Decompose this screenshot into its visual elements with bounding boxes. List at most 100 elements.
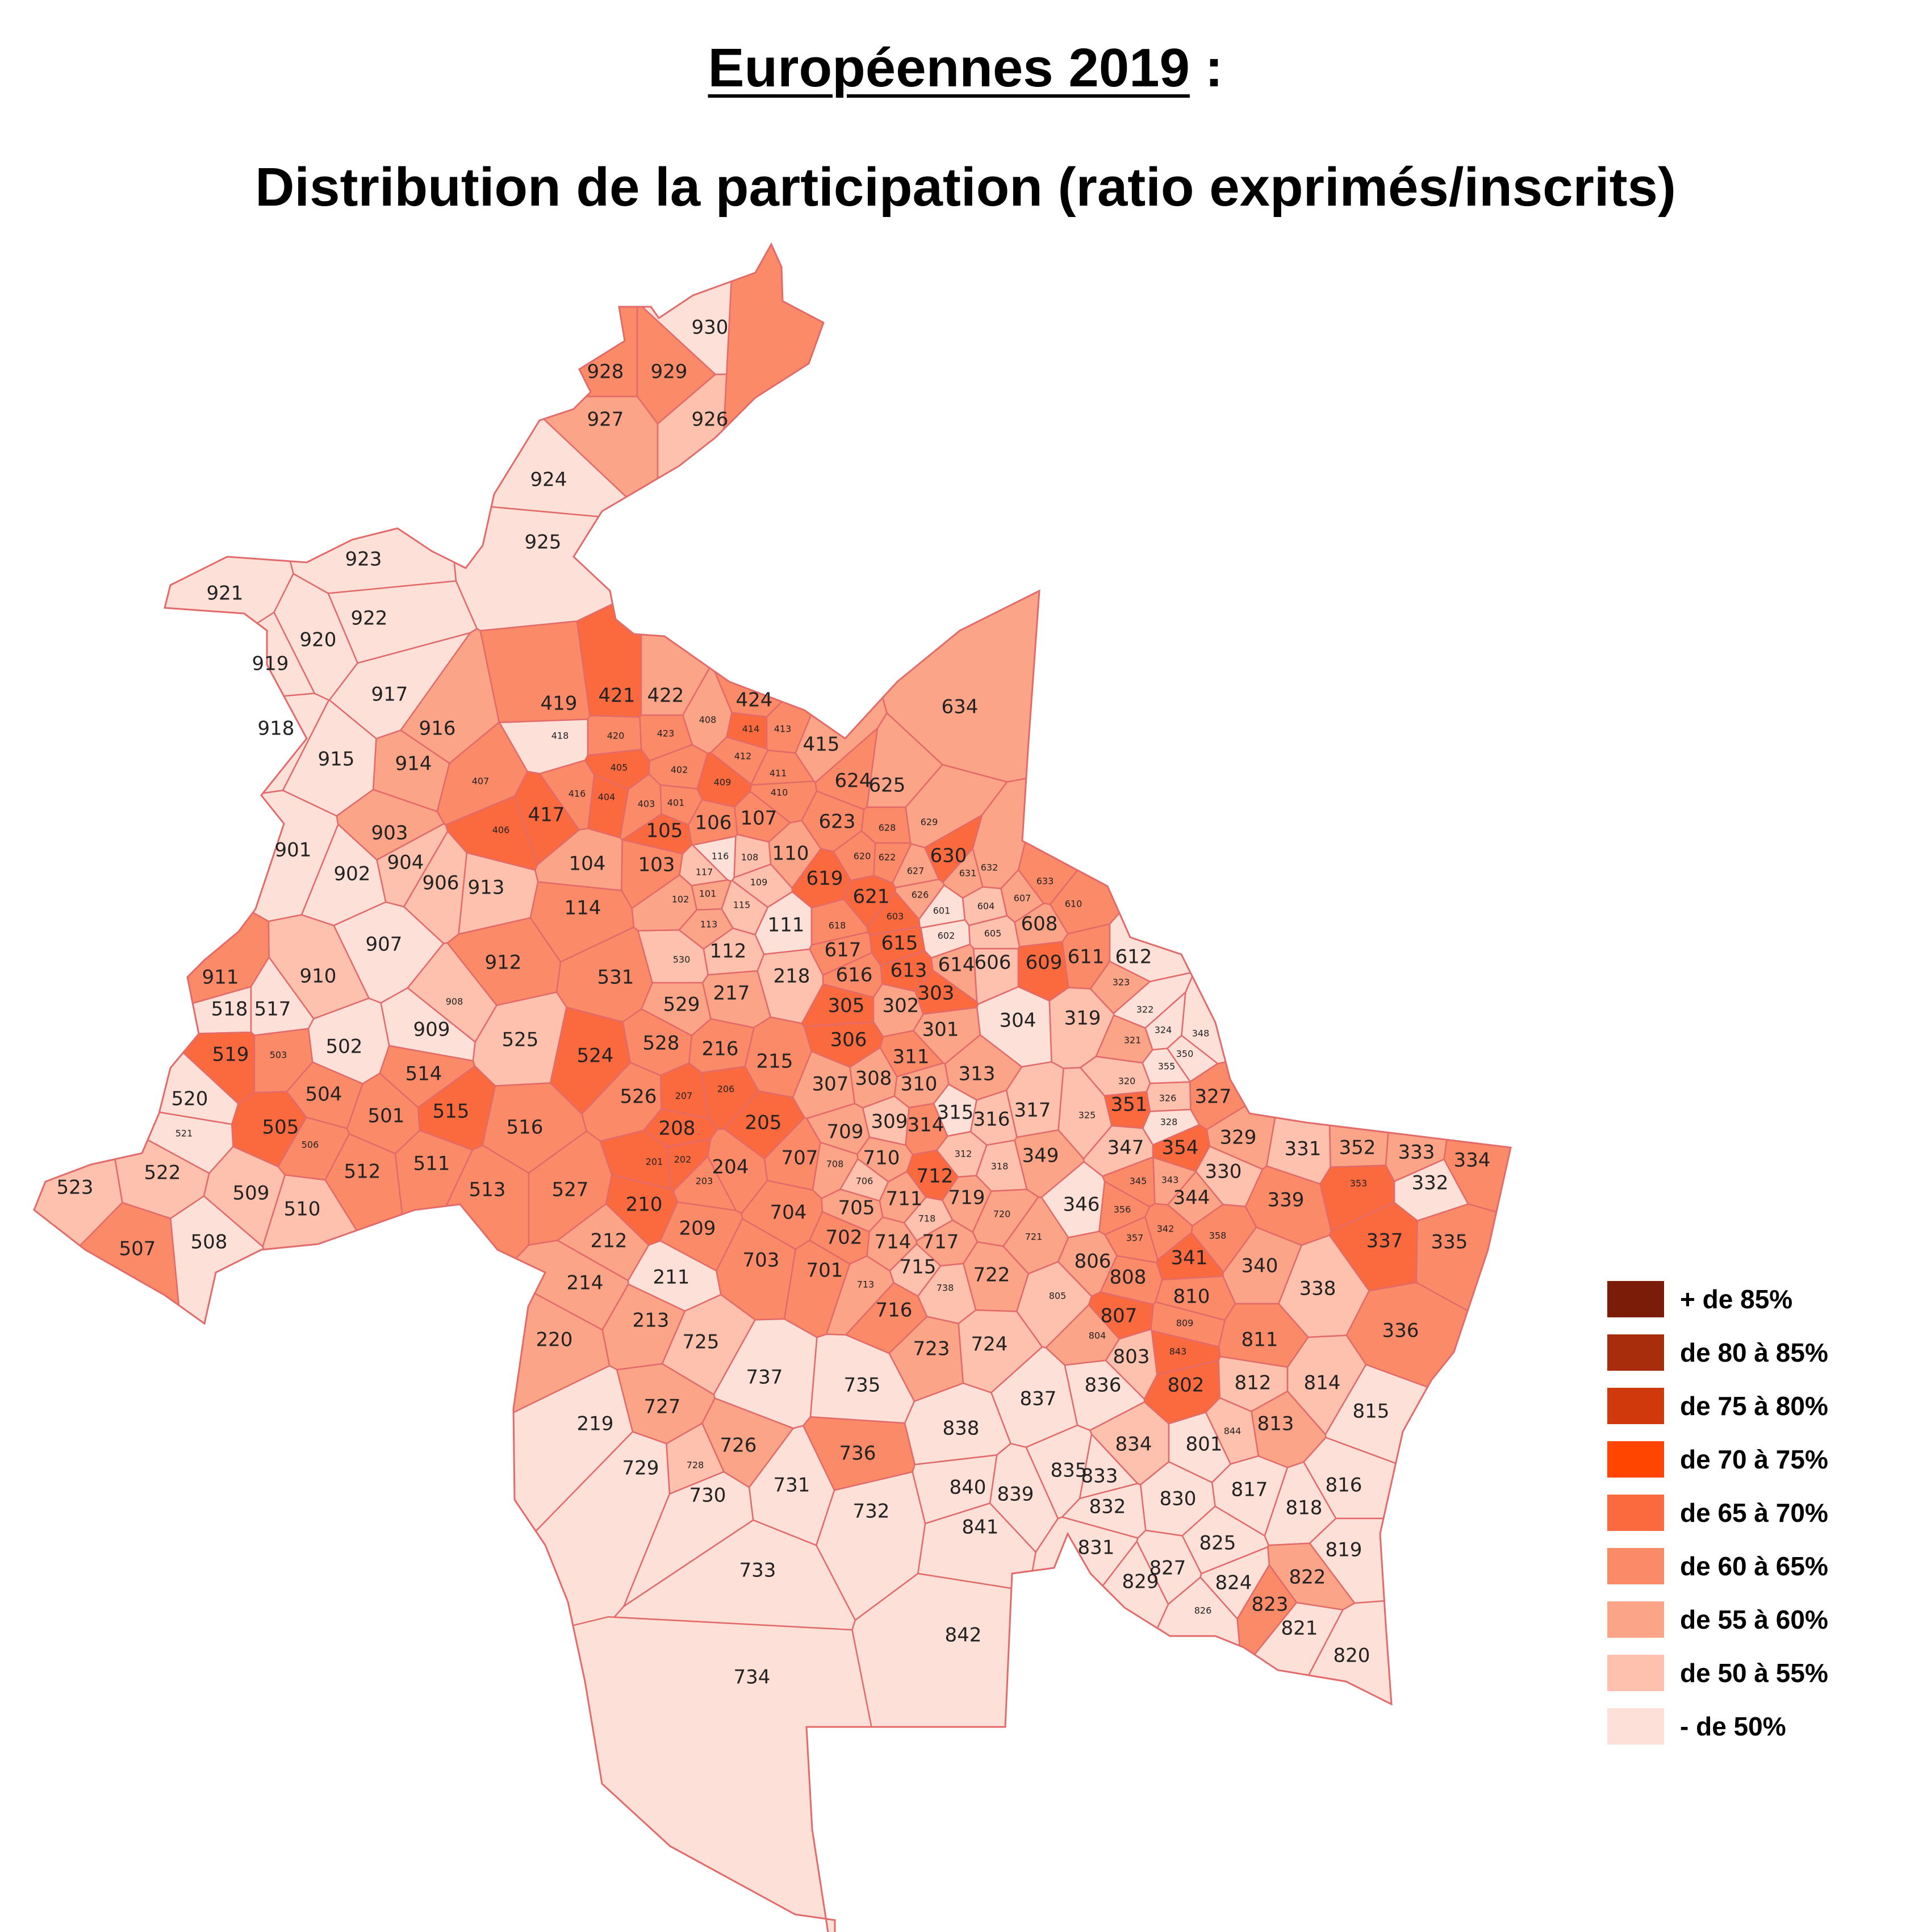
district-label-844: 844 xyxy=(1224,1426,1242,1437)
district-label-732: 732 xyxy=(853,1500,890,1523)
district-label-327: 327 xyxy=(1195,1086,1232,1108)
district-label-912: 912 xyxy=(485,952,522,974)
legend-item: de 75 à 80% xyxy=(1607,1379,1828,1433)
district-label-703: 703 xyxy=(743,1249,780,1272)
district-label-707: 707 xyxy=(781,1147,818,1170)
district-label-802: 802 xyxy=(1168,1374,1205,1397)
district-label-339: 339 xyxy=(1268,1189,1305,1212)
district-label-915: 915 xyxy=(318,748,355,771)
district-label-347: 347 xyxy=(1107,1137,1144,1159)
district-label-624: 624 xyxy=(835,770,872,792)
district-label-902: 902 xyxy=(334,863,371,886)
district-label-835: 835 xyxy=(1051,1459,1088,1482)
district-label-106: 106 xyxy=(695,812,732,834)
district-label-340: 340 xyxy=(1242,1255,1278,1278)
district-label-316: 316 xyxy=(973,1108,1010,1131)
district-label-719: 719 xyxy=(948,1187,985,1209)
district-label-615: 615 xyxy=(881,932,918,955)
district-label-309: 309 xyxy=(871,1111,908,1133)
district-333 xyxy=(1385,244,1511,1182)
district-label-840: 840 xyxy=(950,1476,987,1499)
district-label-818: 818 xyxy=(1286,1497,1323,1520)
district-label-201: 201 xyxy=(646,1157,663,1167)
district-label-516: 516 xyxy=(507,1116,544,1139)
district-label-709: 709 xyxy=(827,1121,864,1144)
district-label-631: 631 xyxy=(959,868,977,879)
legend-item: de 65 à 70% xyxy=(1607,1486,1828,1539)
district-label-616: 616 xyxy=(836,964,873,987)
district-label-306: 306 xyxy=(830,1029,867,1051)
district-label-357: 357 xyxy=(1126,1233,1144,1244)
district-label-507: 507 xyxy=(119,1238,156,1261)
district-label-704: 704 xyxy=(770,1201,807,1224)
district-label-829: 829 xyxy=(1122,1571,1159,1593)
district-label-503: 503 xyxy=(270,1050,287,1061)
district-label-315: 315 xyxy=(937,1101,974,1124)
district-label-712: 712 xyxy=(917,1165,954,1188)
district-923 xyxy=(207,244,457,594)
legend-swatch xyxy=(1607,1495,1664,1531)
district-label-522: 522 xyxy=(144,1162,181,1184)
district-label-337: 337 xyxy=(1366,1230,1403,1253)
district-label-926: 926 xyxy=(692,408,729,431)
district-label-206: 206 xyxy=(717,1084,735,1095)
legend-item: de 60 à 65% xyxy=(1607,1539,1828,1593)
district-label-202: 202 xyxy=(674,1154,692,1165)
district-label-724: 724 xyxy=(971,1333,1008,1356)
district-label-420: 420 xyxy=(607,731,625,741)
district-label-817: 817 xyxy=(1231,1479,1268,1501)
district-219 xyxy=(34,1364,634,1932)
district-label-413: 413 xyxy=(774,724,792,735)
district-label-508: 508 xyxy=(191,1231,228,1254)
legend-item: de 55 à 60% xyxy=(1607,1593,1828,1646)
district-508 xyxy=(170,1195,526,1932)
district-label-527: 527 xyxy=(552,1179,589,1201)
district-label-820: 820 xyxy=(1334,1645,1370,1667)
district-label-814: 814 xyxy=(1304,1372,1341,1395)
district-label-842: 842 xyxy=(945,1624,982,1647)
district-label-341: 341 xyxy=(1171,1247,1208,1270)
district-label-920: 920 xyxy=(300,629,337,652)
district-label-515: 515 xyxy=(433,1100,470,1123)
district-label-924: 924 xyxy=(530,469,567,491)
district-label-806: 806 xyxy=(1075,1250,1111,1273)
district-label-633: 633 xyxy=(1036,876,1054,887)
district-label-919: 919 xyxy=(252,653,289,675)
district-label-342: 342 xyxy=(1157,1224,1175,1234)
district-label-422: 422 xyxy=(647,685,684,707)
district-label-843: 843 xyxy=(1169,1346,1187,1357)
district-label-621: 621 xyxy=(853,886,890,908)
legend-item: de 80 à 85% xyxy=(1607,1326,1828,1379)
district-label-209: 209 xyxy=(679,1217,716,1240)
district-label-929: 929 xyxy=(651,361,688,383)
district-label-923: 923 xyxy=(345,548,382,571)
district-label-406: 406 xyxy=(492,825,510,836)
district-label-203: 203 xyxy=(696,1176,713,1187)
district-label-334: 334 xyxy=(1454,1149,1491,1172)
district-label-823: 823 xyxy=(1252,1593,1289,1616)
district-label-913: 913 xyxy=(468,877,505,899)
district-label-815: 815 xyxy=(1353,1400,1390,1423)
legend-label: de 55 à 60% xyxy=(1680,1605,1828,1634)
district-label-614: 614 xyxy=(938,954,975,977)
district-label-328: 328 xyxy=(1160,1117,1178,1128)
district-114 xyxy=(529,881,634,963)
district-label-208: 208 xyxy=(659,1117,696,1140)
district-424 xyxy=(710,244,874,718)
district-label-513: 513 xyxy=(469,1179,506,1201)
district-826 xyxy=(993,1576,1243,1932)
district-label-510: 510 xyxy=(284,1198,321,1221)
legend-swatch xyxy=(1607,1388,1664,1424)
district-label-407: 407 xyxy=(472,776,490,787)
district-label-821: 821 xyxy=(1281,1617,1318,1640)
district-label-215: 215 xyxy=(756,1050,793,1073)
district-label-356: 356 xyxy=(1114,1204,1131,1215)
district-label-531: 531 xyxy=(597,966,634,989)
district-label-325: 325 xyxy=(1079,1110,1096,1121)
district-labels: 930 928 929 927 926 924 925 923 921 922 920 919 918 9… xyxy=(57,316,1491,1689)
district-label-115: 115 xyxy=(733,900,751,911)
district-label-114: 114 xyxy=(565,897,601,920)
district-label-101: 101 xyxy=(699,888,717,899)
district-label-628: 628 xyxy=(879,823,896,833)
